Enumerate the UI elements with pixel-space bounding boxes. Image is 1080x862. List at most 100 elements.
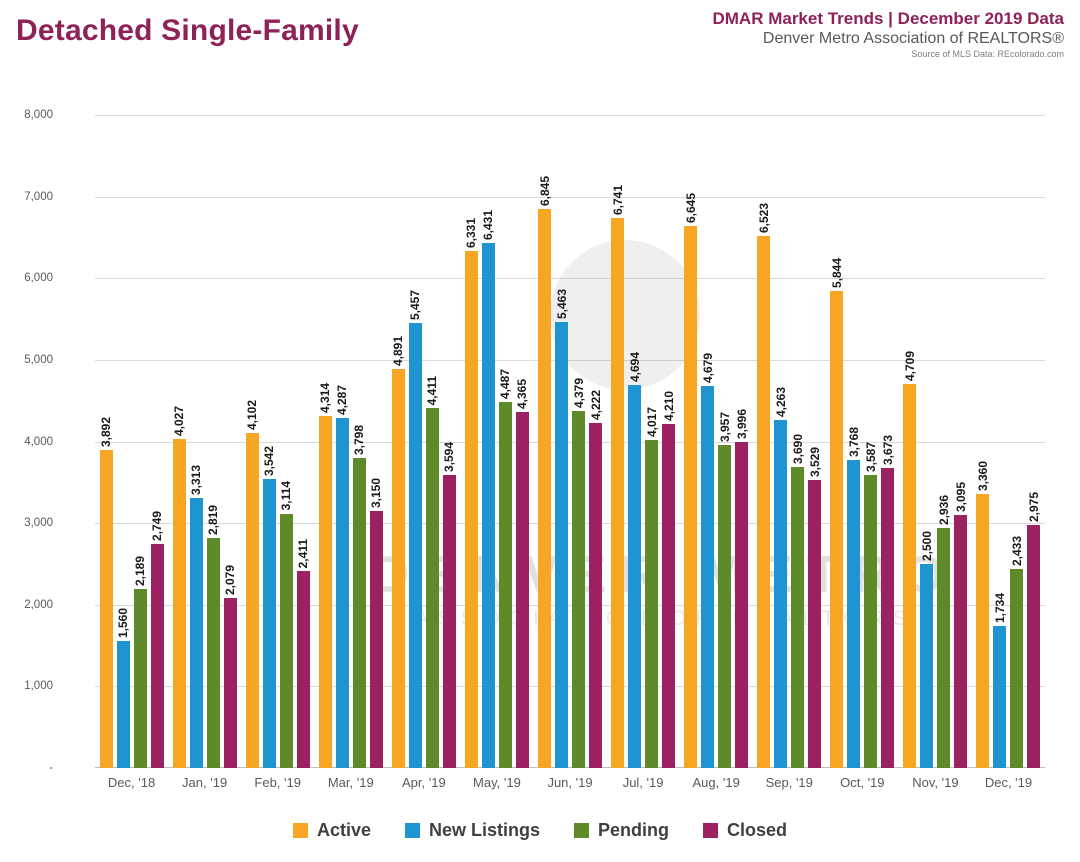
legend-item-active: Active (292, 820, 371, 841)
bar-value-label: 6,523 (756, 202, 771, 233)
bar-value-label: 3,768 (846, 427, 861, 458)
bar-column: 2,975 (1027, 115, 1041, 768)
bar-value-label: 4,365 (515, 378, 530, 409)
bar-column: 4,679 (701, 115, 715, 768)
bar-column: 3,673 (881, 115, 895, 768)
bar-group-7: 6,845 5,463 4,379 4,222 (533, 115, 606, 768)
bar-pending (133, 589, 147, 768)
bar-active (172, 439, 186, 768)
gridline-7000 (95, 196, 1045, 198)
bar-group-5: 4,891 5,457 4,411 3,594 (387, 115, 460, 768)
bar-column: 1,560 (116, 115, 130, 768)
gridline-2000 (95, 604, 1045, 606)
bar-value-label: 3,360 (975, 460, 990, 491)
bar-closed (589, 423, 602, 768)
bar-value-label: 3,594 (442, 441, 457, 472)
bar-column: 3,587 (864, 115, 878, 768)
bar-column: 3,996 (735, 115, 749, 768)
bar-new-listings (774, 420, 788, 768)
bar-active (318, 415, 332, 768)
bar-value-label: 3,690 (790, 433, 805, 464)
bar-column: 3,594 (442, 115, 456, 768)
bar-column: 6,331 (464, 115, 478, 768)
bar-value-label: 4,487 (498, 368, 513, 399)
bar-column: 4,210 (662, 115, 676, 768)
bar-active (903, 383, 917, 768)
bar-value-label: 3,542 (262, 445, 277, 476)
y-tick-label-2000: 2,000 (24, 598, 53, 611)
bar-column: 2,079 (223, 115, 237, 768)
bar-closed (150, 543, 164, 768)
bar-value-label: 4,017 (644, 407, 659, 438)
bar-column: 4,694 (628, 115, 642, 768)
bar-value-label: 2,936 (936, 495, 951, 526)
bar-column: 6,431 (481, 115, 495, 768)
bar-new-listings (408, 322, 422, 768)
bar-value-label: 3,095 (953, 482, 968, 513)
bar-column: 3,313 (189, 115, 203, 768)
bar-new-listings (847, 460, 861, 768)
bar-column: 3,798 (352, 115, 366, 768)
bar-value-label: 5,844 (829, 257, 844, 288)
bar-new-listings (481, 243, 495, 768)
bar-value-label: 2,500 (919, 530, 934, 561)
x-axis-label-8: Jul, '19 (622, 775, 664, 790)
bar-column: 4,411 (425, 115, 439, 768)
x-axis-label-9: Aug, '19 (692, 775, 740, 790)
x-axis-label-10: Sep, '19 (765, 775, 813, 790)
gridline-8000 (95, 115, 1045, 116)
bar-value-label: 4,102 (245, 400, 260, 431)
bar-column: 3,957 (718, 115, 732, 768)
bar-column: 6,741 (611, 115, 625, 768)
bar-pending (279, 513, 293, 768)
bar-closed (954, 515, 968, 768)
bar-column: 4,263 (774, 115, 788, 768)
y-tick-label-3000: 3,000 (24, 517, 53, 530)
bar-closed (735, 441, 749, 768)
bar-value-label: 2,411 (296, 538, 311, 569)
bar-active (830, 290, 844, 768)
bar-closed (1027, 525, 1041, 768)
y-tick-label-0: - (49, 762, 53, 774)
bar-closed (662, 424, 676, 768)
bar-active (464, 251, 478, 768)
bar-group-12: 4,709 2,500 2,936 3,095 (899, 115, 972, 768)
bar-closed (296, 571, 310, 768)
bar-column: 2,936 (937, 115, 951, 768)
bar-group-10: 6,523 4,263 3,690 3,529 (753, 115, 826, 768)
bar-closed (808, 479, 822, 768)
bar-new-listings (920, 563, 934, 768)
bar-column: 1,734 (993, 115, 1007, 768)
bar-value-label: 2,975 (1026, 492, 1041, 523)
bar-value-label: 4,210 (661, 391, 676, 422)
legend-item-new-listings: New Listings (405, 820, 540, 841)
y-tick-label-8000: 8,000 (24, 109, 53, 121)
bar-column: 4,487 (498, 115, 512, 768)
bar-new-listings (335, 418, 349, 768)
bar-new-listings (701, 386, 715, 768)
bar-new-listings (555, 322, 568, 768)
bar-groups: 3,892 1,560 2,189 2,749 4,027 3,313 2,819 2,079… (95, 115, 1045, 768)
bar-value-label: 4,411 (425, 375, 440, 405)
bar-pending (425, 407, 439, 768)
bar-column: 3,360 (976, 115, 990, 768)
bar-value-label: 3,798 (352, 424, 367, 455)
bar-column: 4,102 (245, 115, 259, 768)
bar-column: 2,189 (133, 115, 147, 768)
association-name: Denver Metro Association of REALTORS® (762, 30, 1064, 48)
bar-column: 2,500 (920, 115, 934, 768)
y-tick-label-1000: 1,000 (24, 680, 53, 693)
bar-active (391, 368, 405, 768)
bar-column: 5,457 (408, 115, 422, 768)
bar-value-label: 3,673 (880, 435, 895, 466)
legend-swatch-icon (292, 823, 308, 838)
x-axis-label-13: Dec, '19 (984, 775, 1033, 790)
bar-group-2: 4,027 3,313 2,819 2,079 (168, 115, 241, 768)
plot-area: - 1,000 2,000 3,000 4,000 5,000 6,000 7,000 8,00… (24, 109, 1045, 774)
bar-value-label: 3,892 (99, 417, 114, 448)
bar-value-label: 4,694 (627, 351, 642, 382)
bar-value-label: 2,433 (1009, 536, 1024, 567)
bar-group-9: 6,645 4,679 3,957 3,996 (680, 115, 753, 768)
bar-new-listings (628, 384, 642, 768)
